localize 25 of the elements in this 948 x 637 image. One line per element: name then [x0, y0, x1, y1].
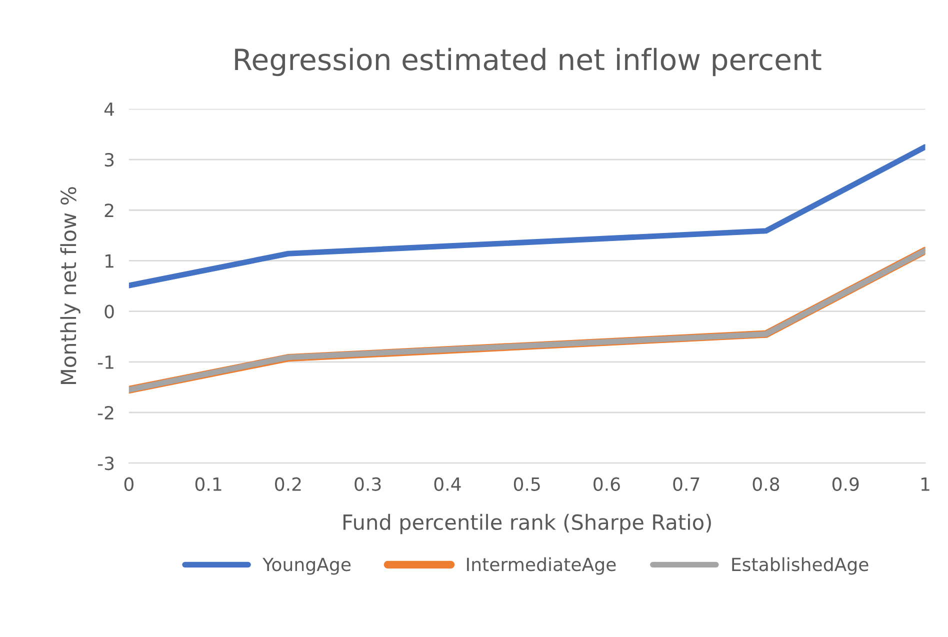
x-tick-label: 0.9 [832, 477, 859, 491]
x-tick-label: 0.3 [354, 477, 381, 491]
x-tick-label: 0.2 [275, 477, 301, 491]
x-tick-label: 0 [124, 477, 134, 491]
y-tick-label: 1 [106, 254, 114, 268]
x-tick-label: 0.4 [434, 477, 461, 491]
y-axis-title: Monthly net flow % [60, 187, 80, 384]
y-tick-label: 0 [104, 304, 114, 318]
x-tick-label: 1 [921, 478, 930, 491]
y-tick-label: 4 [104, 102, 114, 116]
x-axis-title: Fund percentile rank (Sharpe Ratio) [344, 514, 711, 534]
y-tick-label: 3 [104, 152, 114, 167]
x-tick-label: 0.5 [514, 477, 540, 491]
y-tick-label: -2 [98, 406, 114, 420]
x-tick-label: 0.6 [594, 477, 620, 491]
chart-title: Regression estimated net inflow percent [235, 48, 822, 76]
y-tick-label: -3 [98, 456, 114, 470]
x-tick-label: 0.1 [195, 477, 222, 491]
legend-label: EstablishedAge [732, 557, 868, 575]
y-tick-label: 2 [104, 204, 114, 217]
legend-label: YoungAge [262, 558, 351, 575]
y-tick-label: -1 [98, 356, 114, 369]
x-tick-label: 0.7 [673, 477, 700, 491]
x-tick-label: 0.8 [752, 477, 780, 491]
legend-label: IntermediateAge [467, 557, 616, 575]
